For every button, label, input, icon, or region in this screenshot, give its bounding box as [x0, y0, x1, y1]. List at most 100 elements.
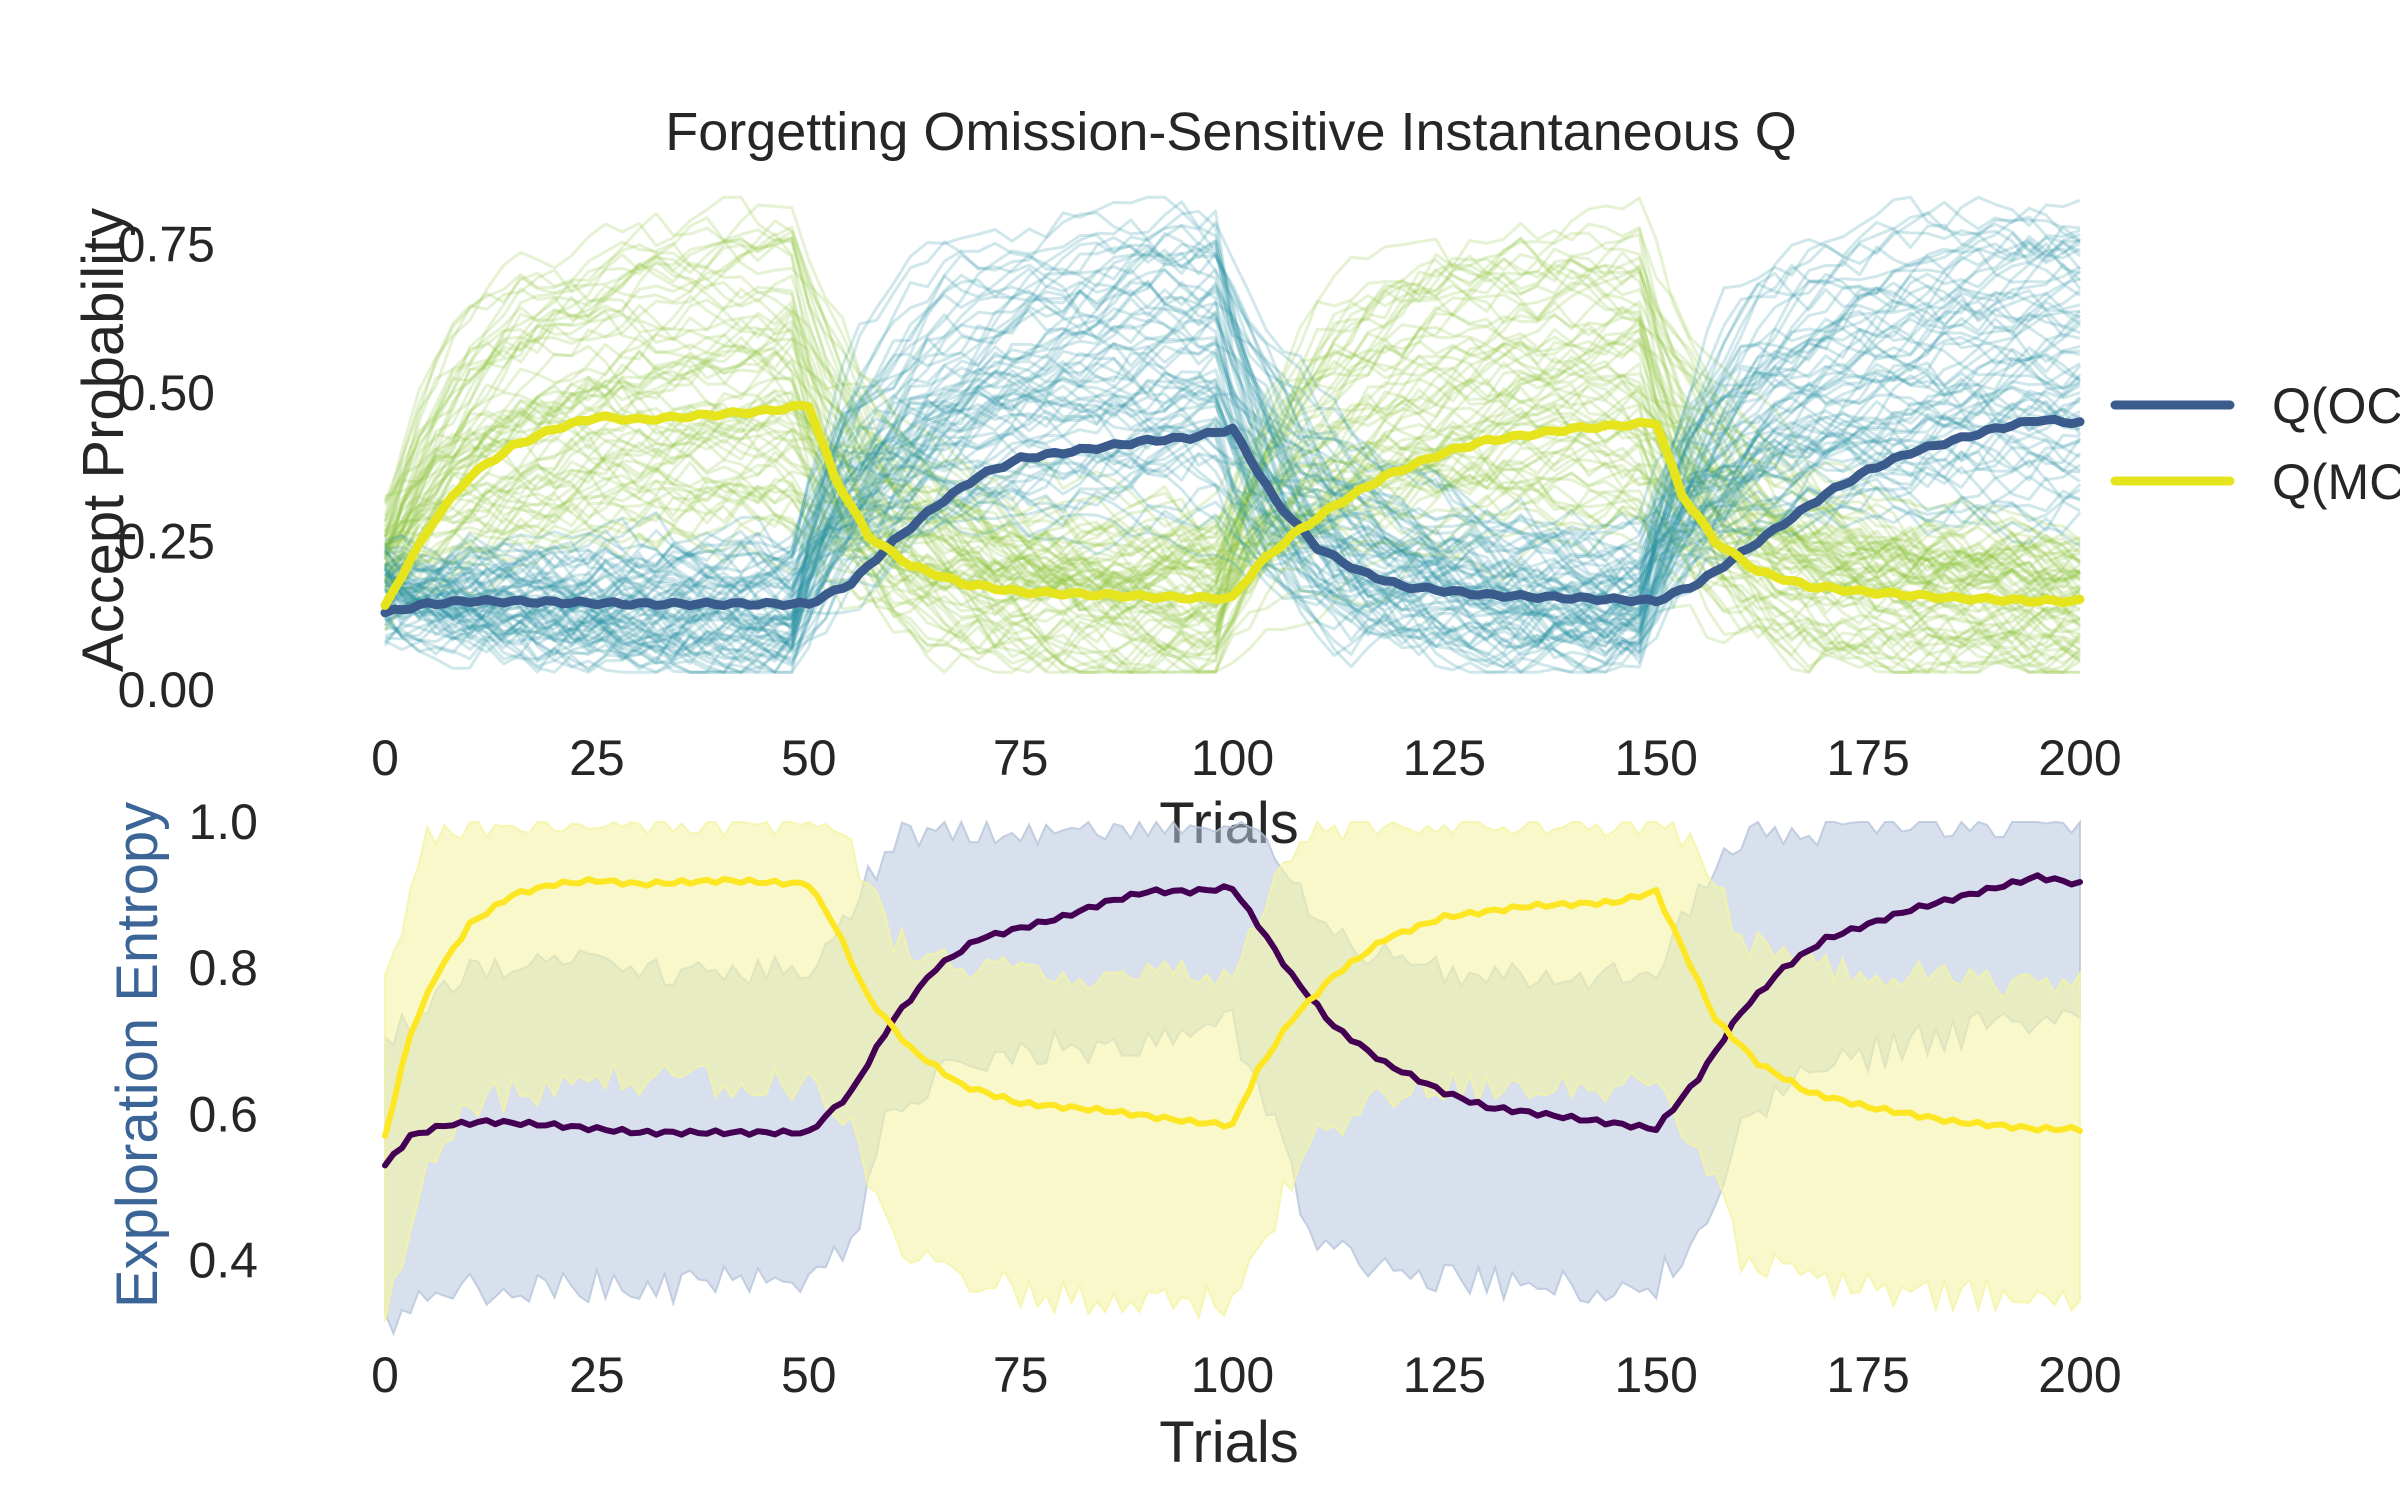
sample-trajectory: [384, 275, 2081, 603]
bottom-x-tick-labels: 0 25 50 75 100 125 150 175 200: [371, 1347, 2122, 1403]
sample-trajectory: [384, 388, 2082, 650]
sample-trajectory: [383, 196, 2081, 591]
sample-trajectory: [383, 458, 2081, 637]
sample-trajectory: [384, 384, 2081, 603]
sample-trajectory: [383, 483, 2082, 652]
x-tick-label: 125: [1403, 1347, 1486, 1403]
sample-trajectory: [383, 195, 2081, 623]
sample-trajectory: [384, 433, 2081, 613]
sample-trajectory: [383, 418, 2081, 674]
sample-trajectory: [383, 218, 2081, 647]
sample-trajectory: [383, 356, 2082, 674]
sample-trajectory: [384, 286, 2081, 665]
sample-trajectory: [383, 445, 2082, 674]
sample-trajectory: [384, 352, 2082, 647]
sample-trajectory: [383, 443, 2081, 622]
sample-trajectory: [384, 282, 2081, 603]
sample-trajectory: [383, 475, 2081, 674]
sample-trajectory: [383, 450, 2081, 656]
x-tick-label: 200: [2038, 730, 2121, 786]
sample-trajectory: [383, 421, 2081, 598]
y-tick-label: 0.00: [118, 662, 215, 718]
bottom-y-axis-label: Exploration Entropy: [105, 802, 170, 1308]
sample-trajectory: [383, 224, 2081, 674]
chart-title: Forgetting Omission-Sensitive Instantane…: [665, 102, 1797, 162]
sample-trajectory: [383, 215, 2081, 665]
x-tick-label: 0: [371, 730, 399, 786]
sample-trajectory: [383, 498, 2080, 674]
x-tick-label: 100: [1191, 730, 1274, 786]
sample-trajectory: [384, 287, 2081, 658]
sample-trajectory: [383, 230, 2081, 635]
sample-trajectory: [384, 361, 2081, 625]
sample-trajectory: [384, 407, 2082, 674]
sample-trajectory: [383, 399, 2081, 648]
mean-line-mc: [380, 400, 2085, 610]
uncertainty-band: [384, 820, 2081, 1322]
x-tick-label: 175: [1826, 1347, 1909, 1403]
sample-trajectory: [383, 373, 2081, 617]
sample-trajectory: [383, 469, 2081, 618]
sample-trajectory: [384, 231, 2081, 645]
sample-trajectory: [384, 373, 2081, 607]
x-tick-label: 125: [1403, 730, 1486, 786]
sample-trajectory: [384, 280, 2081, 613]
sample-trajectory: [383, 295, 2082, 668]
sample-trajectory: [383, 237, 2081, 578]
y-tick-label: 0.8: [188, 940, 258, 996]
entropy-line: [382, 876, 2083, 1139]
sample-trajectory: [384, 365, 2082, 661]
sample-trajectory: [384, 349, 2081, 557]
sample-trajectory: [384, 431, 2081, 588]
sample-trajectory: [384, 238, 2081, 651]
bottom-bands: [384, 819, 2081, 1337]
sample-trajectory: [384, 434, 2081, 665]
sample-trajectory: [383, 411, 2082, 600]
legend: Q(OC Q(MC: [2110, 378, 2400, 510]
sample-trajectory: [383, 360, 2081, 650]
sample-trajectory: [383, 211, 2081, 579]
sample-trajectory: [383, 393, 2082, 674]
sample-trajectory: [384, 302, 2081, 542]
y-tick-label: 1.0: [188, 794, 258, 850]
x-tick-label: 50: [781, 730, 837, 786]
sample-trajectory: [383, 263, 2082, 668]
sample-trajectory: [383, 306, 2082, 663]
y-tick-label: 0.50: [118, 365, 215, 421]
sample-trajectory: [383, 397, 2082, 649]
top-panel: Forgetting Omission-Sensitive Instantane…: [71, 102, 2400, 856]
sample-trajectory: [383, 231, 2081, 581]
sample-trajectory: [383, 229, 2081, 670]
sample-trajectory: [383, 427, 2081, 602]
bottom-y-tick-labels: 0.4 0.6 0.8 1.0: [188, 794, 258, 1288]
sample-trajectory: [383, 277, 2081, 674]
sample-trajectory: [384, 413, 2081, 620]
x-tick-label: 75: [993, 730, 1049, 786]
sample-trajectory: [384, 362, 2081, 661]
sample-trajectory: [383, 370, 2082, 628]
sample-trajectory: [383, 249, 2081, 674]
sample-trajectory: [384, 248, 2081, 659]
sample-trajectory: [383, 345, 2082, 577]
sample-trajectory: [384, 223, 2081, 647]
sample-trajectory: [384, 221, 2081, 611]
sample-trajectory: [384, 301, 2082, 626]
sample-trajectory: [383, 333, 2081, 658]
sample-trajectory: [384, 383, 2081, 662]
sample-trajectory: [384, 269, 2082, 609]
x-tick-label: 175: [1826, 730, 1909, 786]
sample-trajectory: [383, 323, 2081, 674]
sample-trajectory: [384, 346, 2081, 646]
top-mean-lines: [380, 400, 2085, 618]
sample-trajectory: [383, 427, 2081, 632]
sample-trajectory: [384, 329, 2080, 674]
sample-trajectory: [384, 218, 2081, 604]
sample-trajectory: [384, 309, 2081, 640]
sample-trajectory: [383, 228, 2081, 602]
sample-trajectory: [383, 242, 2081, 603]
sample-trajectory: [384, 211, 2081, 674]
top-y-tick-labels: 0.00 0.25 0.50 0.75: [118, 217, 215, 718]
y-tick-label: 0.75: [118, 217, 215, 273]
x-tick-label: 0: [371, 1347, 399, 1403]
